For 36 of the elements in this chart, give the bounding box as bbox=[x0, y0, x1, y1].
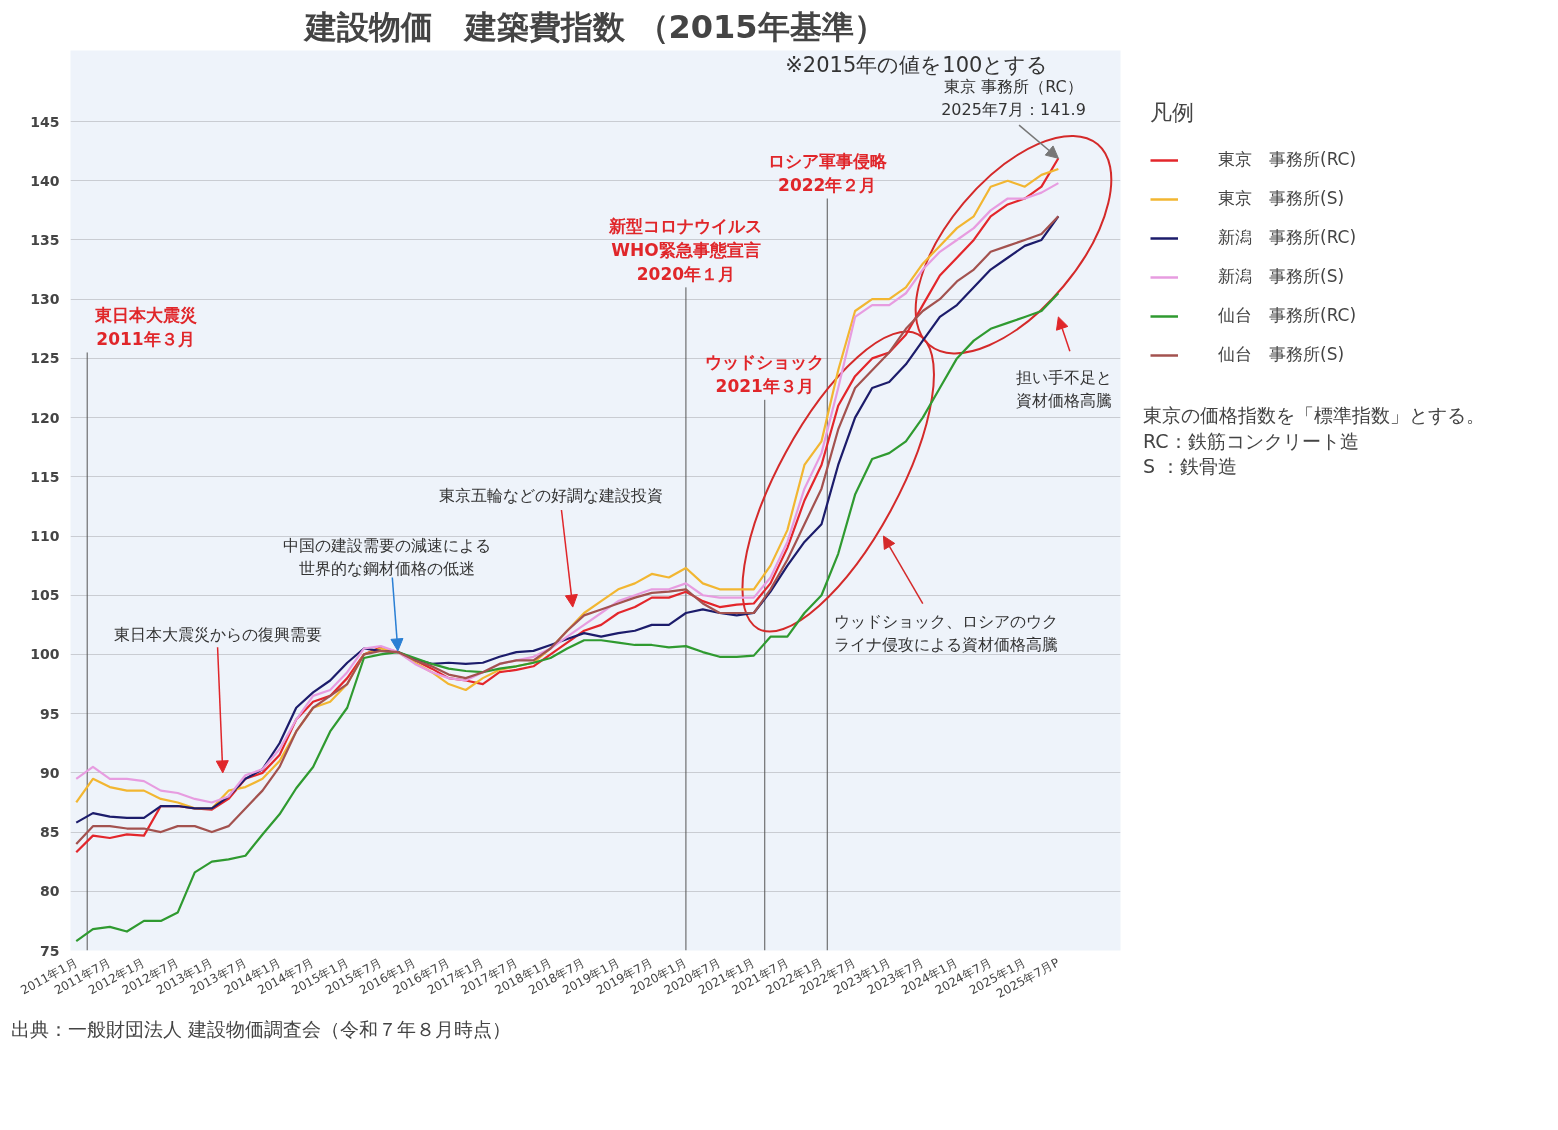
y-tick-label: 100 bbox=[30, 646, 60, 663]
ref-line-label: 東日本大震災 2011年３月 bbox=[93, 304, 197, 349]
y-tick-label: 105 bbox=[30, 587, 60, 604]
legend-label: 新潟 事務所(RC) bbox=[1218, 226, 1357, 249]
legend-label: 東京 事務所(RC) bbox=[1218, 148, 1357, 171]
y-tick-label: 120 bbox=[30, 409, 60, 426]
source-note: 出典：一般財団法人 建設物価調査会（令和７年８月時点） bbox=[10, 1017, 511, 1040]
annotation: 担い手不足と資材価格高騰 bbox=[1016, 368, 1113, 411]
y-tick-label: 145 bbox=[30, 113, 60, 130]
ref-line-label: ロシア軍事侵略 2022年２月 bbox=[767, 150, 888, 195]
annotation: 東京五輪などの好調な建設投資 bbox=[438, 486, 663, 506]
y-tick-label: 115 bbox=[30, 468, 60, 485]
text: 東京の価格指数を「標準指数」とする。 RC：鉄筋コンクリート造 S ：鉄骨造 bbox=[1143, 404, 1486, 477]
annotation: 中国の建設需要の減速による世界的な鋼材価格の低迷 bbox=[282, 536, 491, 579]
y-tick-label: 125 bbox=[30, 350, 60, 367]
chart-subtitle: ※2015年の値を100とする bbox=[785, 52, 1049, 77]
legend-label: 仙台 事務所(S) bbox=[1218, 343, 1345, 366]
legend-title: 凡例 bbox=[1150, 99, 1195, 127]
annotation: ウッドショック、ロシアのウクライナ侵攻による資材価格高騰 bbox=[833, 612, 1058, 655]
legend-label: 仙台 事務所(RC) bbox=[1218, 304, 1357, 327]
legend-label: 東京 事務所(S) bbox=[1218, 187, 1345, 210]
y-tick-label: 95 bbox=[40, 705, 60, 722]
annotation: 東日本大震災からの復興需要 bbox=[113, 624, 322, 644]
y-tick-label: 75 bbox=[40, 942, 60, 959]
chart-title: 建設物価 建築費指数 （2015年基準） bbox=[303, 7, 886, 46]
annotation: 東京 事務所（RC） 2025年7月：141.9 bbox=[941, 76, 1086, 119]
y-tick-label: 135 bbox=[30, 231, 60, 248]
ref-line-label: 新型コロナウイルス WHO緊急事態宣言 2020年１月 bbox=[608, 215, 763, 284]
y-tick-label: 140 bbox=[30, 172, 60, 189]
y-tick-label: 85 bbox=[40, 824, 60, 841]
legend-label: 新潟 事務所(S) bbox=[1218, 265, 1345, 288]
y-tick-label: 130 bbox=[30, 291, 60, 308]
y-tick-label: 80 bbox=[40, 883, 60, 900]
y-tick-label: 110 bbox=[30, 528, 60, 545]
ref-line-label: ウッドショック 2021年３月 bbox=[705, 352, 825, 397]
y-tick-label: 90 bbox=[40, 764, 60, 781]
